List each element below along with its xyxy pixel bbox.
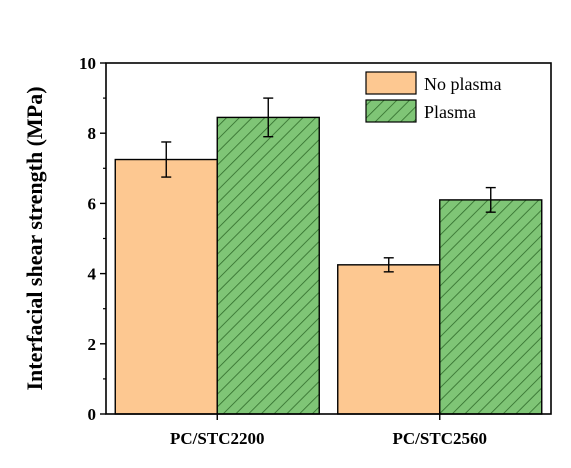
x-tick-label: PC/STC2560 (393, 429, 487, 448)
y-tick-label: 8 (88, 124, 97, 143)
y-axis-label: Interfacial shear strength (MPa) (22, 86, 47, 390)
bar-plasma-1 (216, 116, 320, 415)
y-tick-label: 6 (88, 194, 97, 213)
x-tick-label: PC/STC2200 (170, 429, 264, 448)
error-bars-layer (161, 97, 496, 273)
bar-no-plasma-1 (114, 158, 218, 415)
ticks-layer: PC/STC2200 PC/STC2560 0 2 4 6 8 10 (79, 54, 487, 448)
legend-label: No plasma (424, 74, 501, 94)
legend-label: Plasma (424, 102, 476, 122)
bar-no-plasma-2 (337, 264, 441, 415)
legend-swatch (365, 99, 417, 123)
error-bar-plasma-1 (263, 97, 274, 138)
y-tick-label: 10 (79, 54, 96, 73)
bar-plasma-2 (439, 199, 543, 415)
error-bar-no-plasma-2 (383, 257, 394, 273)
y-tick-label: 0 (88, 405, 97, 424)
error-bar-no-plasma-1 (161, 141, 172, 178)
bars-layer (114, 116, 543, 415)
legend: No plasma Plasma (365, 71, 501, 123)
error-bar-plasma-2 (485, 186, 496, 213)
legend-swatch (365, 71, 417, 95)
y-tick-label: 2 (88, 335, 97, 354)
y-tick-label: 4 (88, 265, 97, 284)
